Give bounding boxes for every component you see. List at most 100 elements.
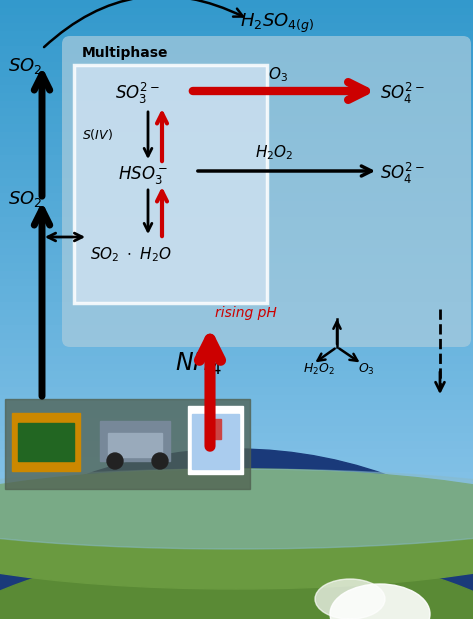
Bar [0,31,473,38]
Circle shape [152,453,168,469]
Text: rising pH: rising pH [215,306,277,320]
Bar [206,419,221,439]
Bar [0,472,473,480]
Bar [0,379,473,387]
Bar [0,124,473,132]
Bar [0,193,473,201]
Bar [0,534,473,542]
Text: $SO_2$: $SO_2$ [8,189,43,209]
Text: $HSO_3^-$: $HSO_3^-$ [118,164,168,186]
Bar [5,399,250,489]
Bar [0,271,473,279]
Bar [0,178,473,186]
Bar [0,457,473,464]
Text: Multiphase: Multiphase [82,46,168,60]
Text: $SO_4^{2-}$: $SO_4^{2-}$ [380,81,425,106]
Ellipse shape [0,469,473,589]
FancyBboxPatch shape [62,36,471,347]
Bar [0,232,473,240]
Bar [0,24,473,31]
Text: $H_2O_2$: $H_2O_2$ [255,143,293,162]
Bar [0,348,473,356]
Bar [0,108,473,116]
Bar [0,186,473,193]
Circle shape [107,453,123,469]
Bar [0,332,473,340]
Bar [0,580,473,588]
Bar [0,77,473,85]
Bar [0,488,473,495]
Bar [100,421,170,461]
Bar [0,155,473,162]
Bar [0,294,473,301]
Text: $H_2SO_{4(g)}$: $H_2SO_{4(g)}$ [240,12,315,35]
Bar [0,511,473,519]
Bar [0,518,473,526]
Ellipse shape [315,579,385,619]
Bar [0,550,473,557]
Bar [0,38,473,46]
Bar [0,418,473,426]
Bar [0,317,473,325]
Bar [0,363,473,371]
Bar [0,286,473,294]
Bar [0,54,473,62]
Bar [0,147,473,155]
Bar [0,70,473,77]
Text: $SO_3^{2-}$: $SO_3^{2-}$ [115,81,160,106]
Bar [0,170,473,178]
Bar [0,15,473,23]
Bar [0,356,473,364]
Bar [192,414,239,469]
Ellipse shape [0,469,473,549]
Bar [0,441,473,449]
Bar [0,542,473,550]
Bar [0,480,473,488]
Bar [0,85,473,93]
Bar [0,248,473,255]
Bar [0,209,473,217]
Bar [0,557,473,565]
Bar [0,100,473,108]
Bar [0,325,473,332]
Bar [0,387,473,395]
Bar [0,433,473,441]
Text: $SO_2\ \cdot\ H_2O$: $SO_2\ \cdot\ H_2O$ [90,245,172,264]
Bar [0,162,473,170]
Bar [0,503,473,511]
Bar [0,93,473,100]
Ellipse shape [330,584,430,619]
Bar [0,340,473,348]
Bar [0,402,473,410]
Bar [0,426,473,433]
Bar [0,240,473,248]
Bar [0,410,473,418]
Bar [0,449,473,457]
Text: $H_2O_2$: $H_2O_2$ [303,362,335,377]
Bar [0,263,473,271]
Ellipse shape [0,449,473,619]
Bar [0,8,473,15]
Bar [0,464,473,472]
Bar [0,0,473,7]
Bar [0,595,473,604]
Bar [188,406,243,474]
Bar [0,217,473,224]
Bar [0,224,473,232]
Bar [0,279,473,286]
Bar [0,526,473,534]
Text: $O_3$: $O_3$ [268,65,288,84]
Bar [0,612,473,619]
Bar [0,495,473,503]
Text: $SO_2$: $SO_2$ [8,56,43,76]
Bar [0,371,473,379]
Bar [0,62,473,70]
Bar [0,565,473,573]
Ellipse shape [0,549,473,619]
Bar [0,573,473,581]
FancyBboxPatch shape [74,65,267,303]
Text: $S(IV)$: $S(IV)$ [82,127,113,142]
Text: $SO_4^{2-}$: $SO_4^{2-}$ [380,161,425,186]
Bar [0,139,473,147]
Bar [0,604,473,612]
